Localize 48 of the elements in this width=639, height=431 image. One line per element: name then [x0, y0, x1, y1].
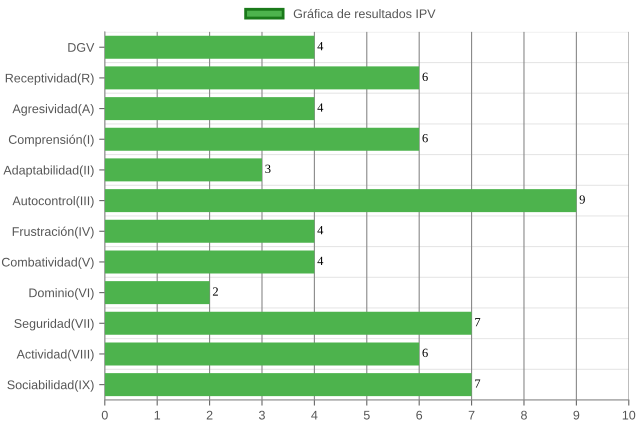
x-tick-label: 7	[468, 410, 474, 420]
y-tick-label: Dominio(VI)	[29, 288, 94, 300]
bar	[104, 189, 576, 212]
data-label: 6	[422, 72, 428, 82]
y-tick-label: Combatividad(V)	[2, 257, 94, 270]
y-tick-label: Autocontrol(III)	[12, 196, 94, 208]
x-tick-label: 5	[364, 410, 370, 420]
y-tick-label: Seguridad(VII)	[14, 318, 94, 330]
bar	[104, 312, 472, 335]
y-tick-label: Receptividad(R)	[6, 73, 94, 86]
x-tick-label: 9	[573, 410, 580, 420]
data-label: 3	[265, 164, 271, 174]
data-label: 4	[317, 256, 324, 265]
bar	[104, 220, 314, 243]
data-label: 6	[422, 348, 428, 358]
data-label: 9	[580, 195, 585, 204]
bar	[104, 373, 472, 396]
data-label: 6	[422, 134, 428, 142]
y-tick-label: Frustración(IV)	[12, 226, 94, 238]
bar	[104, 128, 420, 151]
data-label: 4	[317, 42, 324, 50]
y-tick-label: Comprensión(I)	[8, 134, 94, 146]
x-tick-label: 10	[622, 410, 636, 420]
y-tick-label: Agresividad(A)	[12, 104, 94, 116]
y-tick-label: Actividad(VIII)	[16, 349, 94, 362]
y-tick-label: Sociabilidad(IX)	[7, 380, 94, 392]
bar	[104, 342, 420, 366]
data-label: 7	[475, 318, 480, 326]
y-tick-label: DGV	[68, 43, 94, 52]
x-tick-label: 4	[311, 410, 318, 420]
x-tick-label: 3	[258, 410, 265, 420]
legend-label: Gráfica de resultados IPV	[294, 8, 436, 18]
x-tick-label: 6	[416, 410, 422, 420]
x-tick-label: 0	[102, 410, 108, 420]
x-tick-label: 1	[154, 410, 160, 420]
bar	[104, 36, 314, 59]
bar	[104, 250, 314, 274]
data-label: 2	[212, 287, 218, 296]
x-tick-label: 2	[206, 410, 212, 420]
data-label: 4	[317, 103, 324, 112]
bar	[104, 281, 210, 304]
x-tick-label: 8	[521, 410, 527, 420]
bar	[104, 97, 314, 120]
y-tick-label: Adaptabilidad(II)	[3, 165, 94, 178]
bar	[104, 66, 420, 90]
data-label: 4	[317, 226, 324, 234]
bar	[104, 158, 262, 182]
data-label: 7	[475, 379, 480, 388]
